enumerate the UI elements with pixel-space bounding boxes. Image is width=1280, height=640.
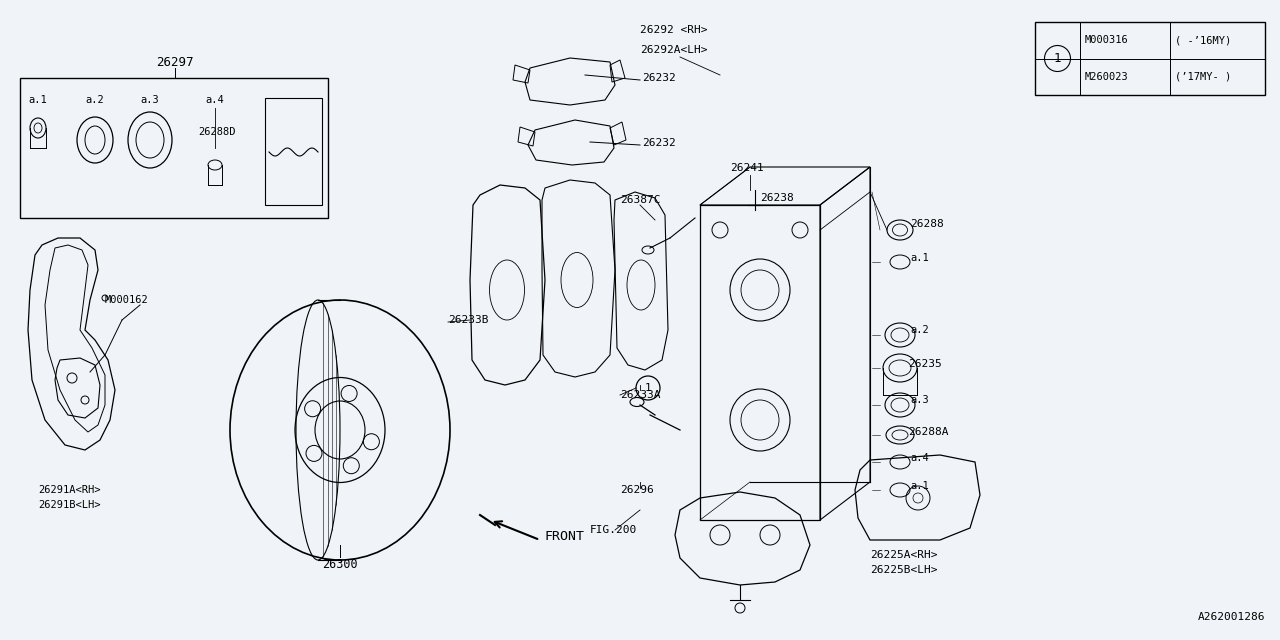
Text: ( -’16MY): ( -’16MY) [1175,35,1231,45]
Text: 26233B: 26233B [448,315,489,325]
Text: FIG.200: FIG.200 [590,525,637,535]
Text: a.1: a.1 [910,481,929,491]
Text: M260023: M260023 [1085,72,1129,82]
Text: 1: 1 [1053,52,1061,65]
Text: 26232: 26232 [643,138,676,148]
Text: 26225A<RH>: 26225A<RH> [870,550,937,560]
Text: 26291B<LH>: 26291B<LH> [38,500,101,510]
Text: a.2: a.2 [910,325,929,335]
Text: 26233A: 26233A [620,390,660,400]
Text: M000316: M000316 [1085,35,1129,45]
Text: A262001286: A262001286 [1198,612,1265,622]
Text: (’17MY- ): (’17MY- ) [1175,72,1231,82]
Text: 26241: 26241 [730,163,764,173]
Text: a.3: a.3 [910,395,929,405]
Text: a.3: a.3 [141,95,160,105]
Text: 26387C: 26387C [620,195,660,205]
Text: 26296: 26296 [620,485,654,495]
Text: a.1: a.1 [28,95,47,105]
Text: a.1: a.1 [910,253,929,263]
Text: a.2: a.2 [86,95,105,105]
Text: 26292A<LH>: 26292A<LH> [640,45,708,55]
Text: 26225B<LH>: 26225B<LH> [870,565,937,575]
Text: 1: 1 [645,383,652,393]
Text: 26297: 26297 [156,56,193,68]
Text: 26291A<RH>: 26291A<RH> [38,485,101,495]
Text: M000162: M000162 [105,295,148,305]
Text: FRONT: FRONT [545,529,585,543]
Text: 26232: 26232 [643,73,676,83]
Text: 26288A: 26288A [908,427,948,437]
Text: 26288: 26288 [910,219,943,229]
Text: 26238: 26238 [760,193,794,203]
Text: 26292 <RH>: 26292 <RH> [640,25,708,35]
Text: a.4: a.4 [910,453,929,463]
Text: 26235: 26235 [908,359,942,369]
Text: 26288D: 26288D [198,127,236,137]
Text: 26300: 26300 [323,559,358,572]
Text: a.4: a.4 [206,95,224,105]
